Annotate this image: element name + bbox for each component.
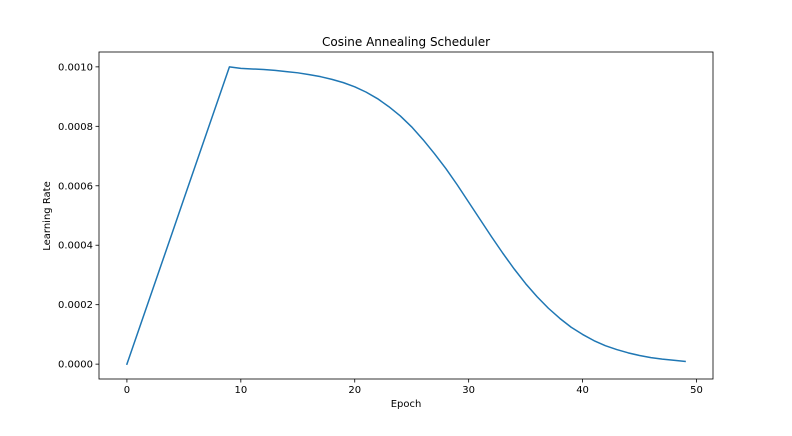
y-tick-label: 0.0010 xyxy=(58,62,93,73)
plot-area: 0 10 20 30 40 50 0.0000 0.0002 0.0004 0.0006 0.000… xyxy=(58,51,714,396)
chart-title: Cosine Annealing Scheduler xyxy=(322,35,490,49)
x-tick-label: 40 xyxy=(576,385,589,396)
y-tick-label: 0.0000 xyxy=(58,360,93,371)
series-line-0 xyxy=(125,66,686,366)
y-tick-label: 0.0006 xyxy=(58,181,93,192)
y-tick-label: 0.0004 xyxy=(58,241,93,252)
x-tick-label: 0 xyxy=(124,385,130,396)
x-tick-label: 30 xyxy=(462,385,475,396)
axes-frame xyxy=(98,51,714,380)
x-tick-label: 50 xyxy=(690,385,703,396)
x-axis-label: Epoch xyxy=(391,399,422,410)
y-axis-label: Learning Rate xyxy=(42,181,53,251)
x-tick-label: 10 xyxy=(234,385,247,396)
x-tick-label: 20 xyxy=(348,385,361,396)
y-tick-label: 0.0002 xyxy=(58,300,93,311)
y-tick-label: 0.0008 xyxy=(58,122,93,133)
